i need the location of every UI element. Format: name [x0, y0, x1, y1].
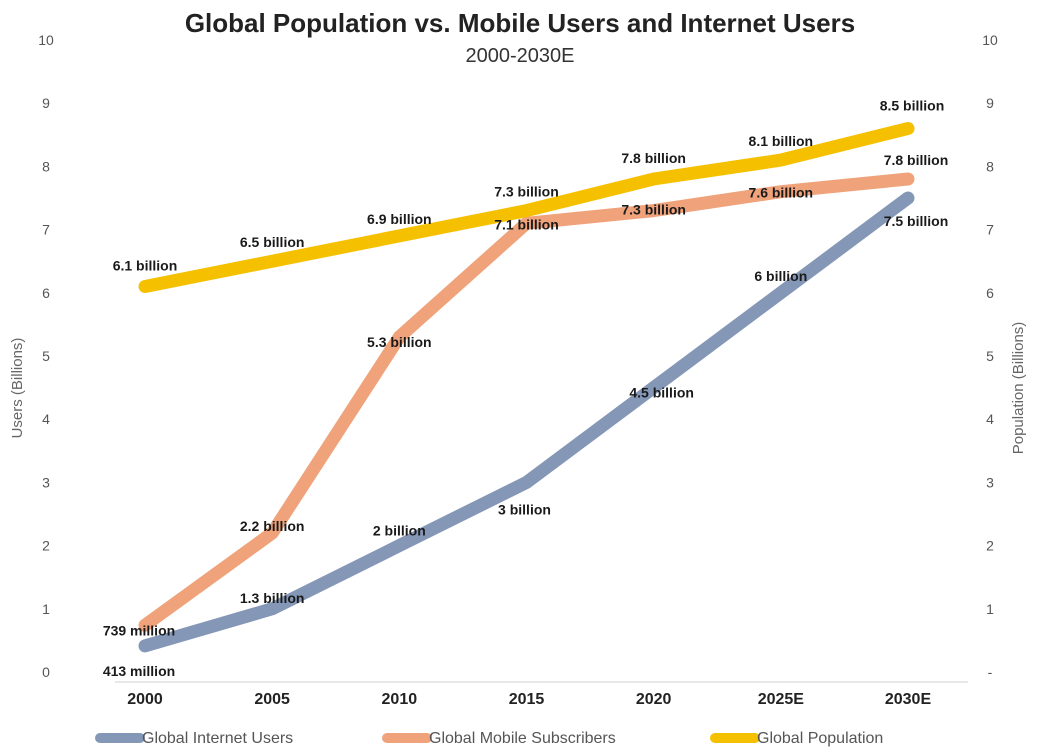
data-label: 2.2 billion: [240, 518, 305, 534]
y-axis-label-left: Users (Billions): [9, 338, 26, 439]
y-tick-left: 6: [42, 285, 50, 301]
data-label: 3 billion: [498, 501, 551, 517]
y-tick-left: 8: [42, 158, 50, 174]
series-line-global-population: [138, 122, 915, 293]
data-labels: 413 million 1.3 billion 2 billion 3 billion…: [103, 97, 948, 678]
data-label: 5.3 billion: [367, 334, 432, 350]
y-tick-left: 10: [38, 32, 54, 48]
y-tick-right: -: [988, 664, 993, 680]
y-tick-left: 9: [42, 95, 50, 111]
chart-subtitle: 2000-2030E: [466, 45, 575, 67]
legend-label: Global Mobile Subscribers: [429, 730, 616, 747]
y-tick-left: 3: [42, 474, 50, 490]
legend: Global Internet Users Global Mobile Subsc…: [95, 730, 883, 747]
data-label: 6 billion: [754, 268, 807, 284]
y-tick-right: 7: [986, 222, 994, 238]
data-label: 7.3 billion: [494, 184, 559, 200]
y-ticks-right: - 1 2 3 4 5 6 7 8 9 10: [982, 32, 998, 680]
data-label: 6.5 billion: [240, 234, 305, 250]
data-label: 7.8 billion: [621, 150, 686, 166]
y-tick-left: 1: [42, 601, 50, 617]
data-label: 2 billion: [373, 523, 426, 539]
y-tick-right: 9: [986, 95, 994, 111]
data-label: 739 million: [103, 622, 175, 638]
series-lines: [138, 122, 915, 653]
y-tick-left: 5: [42, 348, 50, 364]
x-tick: 2020: [636, 691, 672, 708]
y-tick-left: 7: [42, 222, 50, 238]
y-tick-left: 0: [42, 664, 50, 680]
series-line-global-mobile-subscribers: [138, 172, 915, 632]
x-ticks: 2000 2005 2010 2015 2020 2025E 2030E: [127, 691, 931, 708]
y-tick-left: 4: [42, 411, 50, 427]
y-tick-right: 2: [986, 538, 994, 554]
data-label: 8.5 billion: [880, 97, 945, 113]
data-label: 413 million: [103, 663, 175, 679]
x-tick: 2025E: [758, 691, 805, 708]
series-line-global-internet-users: [138, 191, 915, 653]
data-label: 7.6 billion: [749, 185, 814, 201]
data-label: 8.1 billion: [749, 133, 814, 149]
y-tick-right: 3: [986, 474, 994, 490]
y-tick-right: 1: [986, 601, 994, 617]
x-tick: 2015: [509, 691, 545, 708]
legend-label: Global Population: [757, 730, 883, 747]
y-tick-right: 8: [986, 158, 994, 174]
data-label: 1.3 billion: [240, 590, 305, 606]
chart-title: Global Population vs. Mobile Users and I…: [185, 8, 855, 38]
data-label: 7.8 billion: [884, 152, 949, 168]
y-axis-label-right: Population (Billions): [1010, 322, 1027, 455]
x-tick: 2005: [254, 691, 290, 708]
data-label: 6.1 billion: [113, 257, 178, 273]
data-label: 7.5 billion: [884, 213, 949, 229]
y-tick-right: 10: [982, 32, 998, 48]
y-ticks-left: 0 1 2 3 4 5 6 7 8 9 10: [38, 32, 54, 680]
x-tick: 2000: [127, 691, 163, 708]
x-tick: 2010: [382, 691, 418, 708]
data-label: 7.1 billion: [494, 216, 559, 232]
y-tick-right: 4: [986, 411, 994, 427]
y-tick-left: 2: [42, 538, 50, 554]
legend-label: Global Internet Users: [142, 730, 293, 747]
y-tick-right: 6: [986, 285, 994, 301]
data-label: 7.3 billion: [621, 202, 686, 218]
x-tick: 2030E: [885, 691, 932, 708]
y-tick-right: 5: [986, 348, 994, 364]
data-label: 4.5 billion: [629, 385, 694, 401]
data-label: 6.9 billion: [367, 211, 432, 227]
